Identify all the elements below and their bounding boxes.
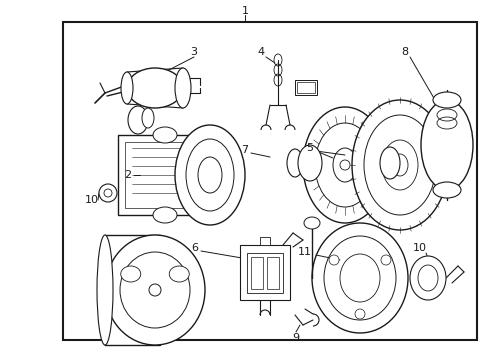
Bar — [247, 253, 283, 293]
Text: 6: 6 — [192, 243, 198, 253]
Circle shape — [329, 255, 339, 265]
Ellipse shape — [153, 127, 177, 143]
Ellipse shape — [433, 182, 461, 198]
Bar — [251, 257, 263, 289]
Ellipse shape — [380, 147, 400, 179]
Circle shape — [381, 255, 391, 265]
Ellipse shape — [298, 145, 322, 181]
Ellipse shape — [287, 149, 303, 177]
Ellipse shape — [128, 106, 148, 134]
Text: 2: 2 — [124, 170, 131, 180]
Ellipse shape — [175, 125, 245, 225]
Ellipse shape — [97, 235, 113, 345]
Ellipse shape — [175, 68, 191, 108]
Ellipse shape — [333, 148, 357, 182]
Circle shape — [99, 184, 117, 202]
Ellipse shape — [121, 72, 133, 104]
Bar — [118, 135, 208, 215]
Ellipse shape — [169, 266, 189, 282]
Ellipse shape — [392, 154, 408, 176]
Ellipse shape — [410, 256, 446, 300]
Text: 7: 7 — [242, 145, 248, 155]
Text: 1: 1 — [242, 6, 248, 16]
Ellipse shape — [153, 207, 177, 223]
Bar — [260, 237, 270, 245]
Circle shape — [104, 189, 112, 197]
Text: 3: 3 — [191, 47, 197, 57]
Bar — [125, 142, 201, 208]
Bar — [63, 22, 477, 340]
Text: 9: 9 — [293, 333, 299, 343]
Bar — [240, 245, 290, 300]
Ellipse shape — [121, 266, 141, 282]
Text: 4: 4 — [257, 47, 265, 57]
Ellipse shape — [142, 108, 154, 128]
Text: 10: 10 — [85, 195, 99, 205]
Ellipse shape — [198, 157, 222, 193]
Circle shape — [149, 284, 161, 296]
Bar — [105, 235, 160, 345]
Text: 11: 11 — [298, 247, 312, 257]
Ellipse shape — [303, 107, 387, 223]
Circle shape — [340, 160, 350, 170]
Ellipse shape — [127, 68, 183, 108]
Text: 5: 5 — [307, 143, 314, 153]
Bar — [295, 80, 317, 95]
Text: 8: 8 — [401, 47, 409, 57]
Ellipse shape — [352, 100, 448, 230]
Ellipse shape — [304, 217, 320, 229]
Ellipse shape — [105, 235, 205, 345]
Bar — [267, 257, 279, 289]
Ellipse shape — [433, 92, 461, 108]
Circle shape — [355, 309, 365, 319]
Text: 10: 10 — [413, 243, 427, 253]
Ellipse shape — [421, 100, 473, 190]
Ellipse shape — [312, 223, 408, 333]
Bar — [297, 82, 315, 93]
